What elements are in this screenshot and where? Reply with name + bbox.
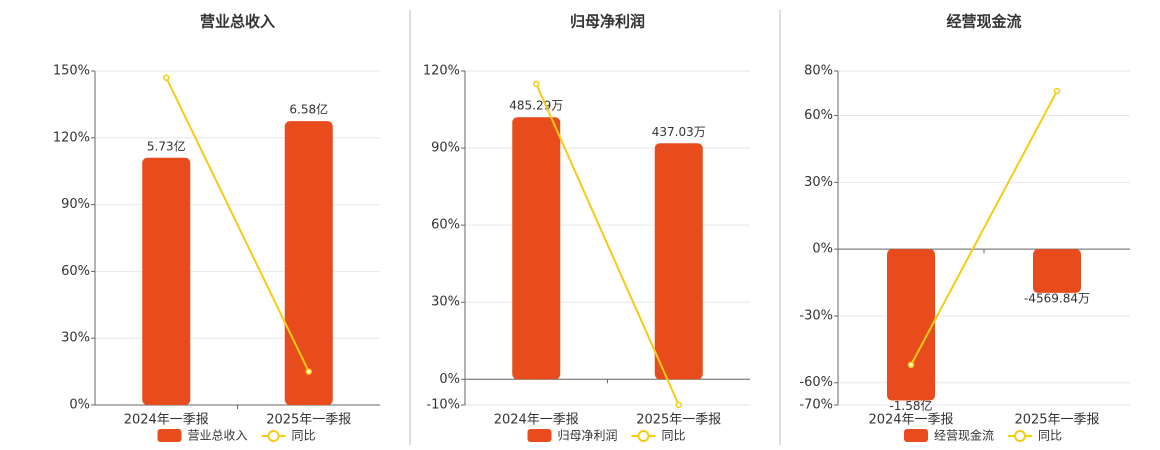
line (165, 77, 310, 373)
y-tick-label: 120% (423, 64, 460, 79)
bar (654, 143, 703, 380)
x-tick-label: 2025年一季报 (266, 413, 351, 428)
legend-swatch (1014, 430, 1026, 442)
line-point (1053, 87, 1061, 95)
legend-label: 营业总收入 (188, 429, 248, 443)
value-label: 6.58亿 (289, 102, 328, 117)
y-tick-label: 0% (69, 398, 90, 413)
chart-title: 经营现金流 (946, 13, 1021, 31)
x-tick-label: 2024年一季报 (494, 413, 579, 428)
legend-label: 经营现金流 (934, 428, 994, 443)
legend-swatch (267, 430, 280, 442)
x-tick-label: 2025年一季报 (636, 413, 721, 428)
value-label: 437.03万 (652, 125, 706, 139)
legend-label: 同比 (662, 429, 686, 443)
x-tick-label: 2024年一季报 (868, 413, 953, 428)
legend-label: 归母净利润 (558, 429, 618, 443)
value-label: 5.73亿 (147, 138, 186, 153)
y-tick-label: -70% (799, 398, 833, 413)
y-tick-label: 30% (804, 175, 833, 190)
y-tick-label: 60% (804, 108, 833, 123)
y-tick-label: 0% (439, 372, 460, 387)
line (535, 83, 680, 406)
bar (512, 117, 561, 380)
y-tick-label: 90% (61, 197, 90, 212)
value-label: -4569.84万 (1024, 291, 1090, 305)
value-label: 485.29万 (509, 99, 563, 113)
y-tick-label: 80% (804, 64, 833, 79)
x-tick-label: 2025年一季报 (1014, 413, 1099, 428)
bar (284, 121, 333, 405)
line-point (675, 401, 682, 409)
y-tick-label: -30% (799, 308, 833, 323)
y-tick-label: 60% (431, 218, 460, 233)
y-tick-label: 0% (812, 242, 833, 257)
legend-swatch (637, 430, 650, 442)
bar (142, 157, 191, 405)
y-tick-label: 90% (431, 141, 460, 156)
legend-swatch (527, 429, 552, 442)
bar (887, 249, 935, 401)
legend-swatch (904, 429, 928, 442)
legend-label: 同比 (292, 429, 316, 443)
legend-label: 同比 (1038, 429, 1062, 443)
y-tick-label: -60% (799, 375, 833, 390)
line-point (907, 361, 915, 369)
bar (1033, 249, 1081, 293)
chart-title: 营业总收入 (200, 13, 275, 31)
legend-swatch (157, 429, 182, 442)
y-tick-label: 30% (431, 295, 460, 310)
y-tick-label: 60% (61, 264, 90, 279)
y-tick-label: 30% (61, 331, 90, 346)
chart-title: 归母净利润 (570, 13, 645, 31)
y-tick-label: 120% (53, 130, 90, 145)
line-point (305, 368, 312, 375)
line (910, 90, 1058, 366)
y-tick-label: 150% (53, 64, 90, 79)
line-point (163, 74, 170, 81)
x-tick-label: 2024年一季报 (124, 413, 209, 428)
y-tick-label: -10% (426, 398, 460, 413)
value-label: -1.58亿 (889, 398, 932, 413)
line-point (533, 80, 540, 88)
